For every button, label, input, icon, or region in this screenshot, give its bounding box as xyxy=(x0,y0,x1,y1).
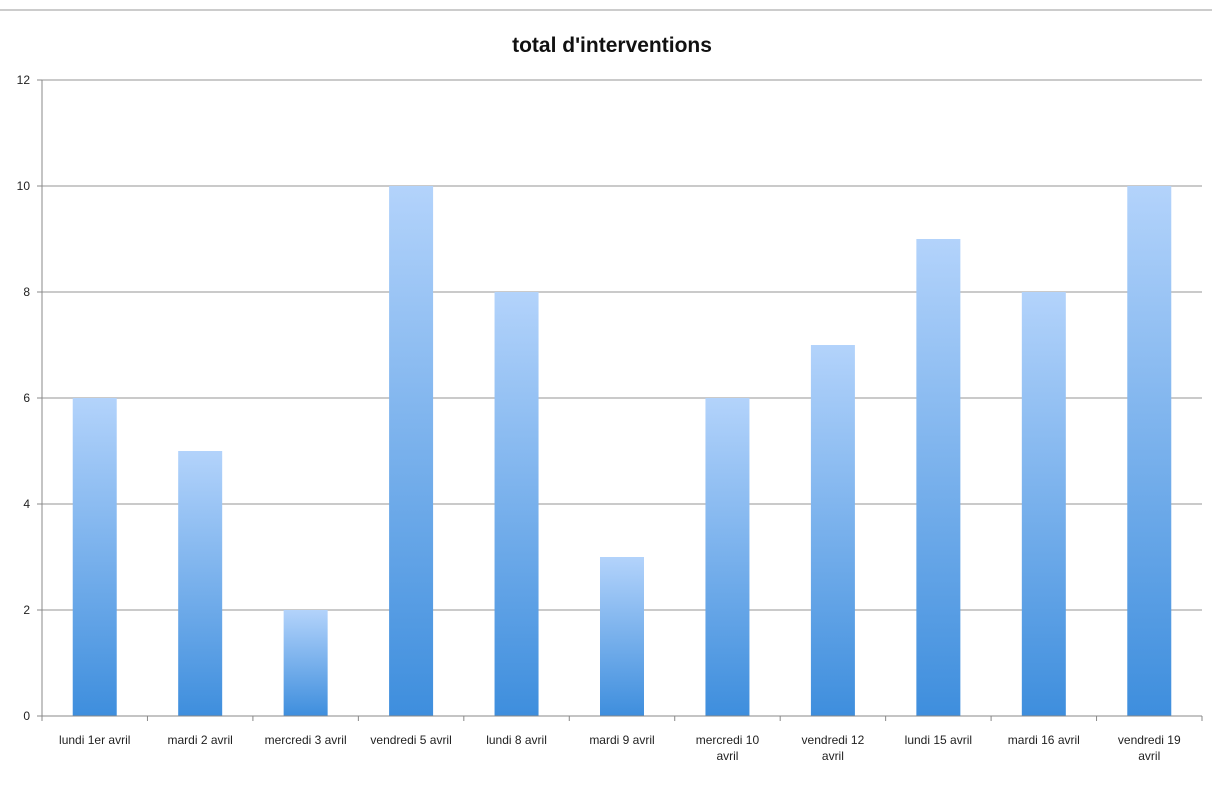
bar xyxy=(1127,186,1172,716)
x-tick-label: mardi 2 avril xyxy=(168,733,233,747)
chart-title: total d'interventions xyxy=(512,34,712,57)
x-tick-label: vendredi 5 avril xyxy=(370,733,451,747)
bar xyxy=(494,292,539,716)
x-category-labels: lundi 1er avril mardi 2 avril mercredi 3 a… xyxy=(59,733,1181,763)
x-tick-label: vendredi 12 avril xyxy=(802,733,865,763)
x-tick-label: mercredi 3 avril xyxy=(265,733,347,747)
bar xyxy=(178,451,223,716)
y-tick-label: 12 xyxy=(17,73,31,87)
x-tick-label: lundi 8 avril xyxy=(486,733,547,747)
bar xyxy=(810,345,855,716)
y-tick-label: 0 xyxy=(23,709,30,723)
bar xyxy=(705,398,750,716)
y-tick-label: 8 xyxy=(23,285,30,299)
y-tick-label: 2 xyxy=(23,603,30,617)
bar xyxy=(600,557,644,716)
x-tick-label: mardi 9 avril xyxy=(589,733,654,747)
bar xyxy=(1021,292,1066,716)
y-tick-label: 4 xyxy=(23,497,30,511)
x-tick-label: mercredi 10 avril xyxy=(696,733,760,763)
x-tick-label: lundi 1er avril xyxy=(59,733,130,747)
bars xyxy=(72,186,1172,716)
x-tick-label: mardi 16 avril xyxy=(1008,733,1080,747)
bar xyxy=(389,186,434,716)
axes xyxy=(37,79,1203,721)
x-tick-label: lundi 15 avril xyxy=(905,733,972,747)
y-tick-label: 6 xyxy=(23,391,30,405)
bar xyxy=(916,239,961,716)
bar xyxy=(283,610,328,716)
bar xyxy=(72,398,117,716)
y-tick-label: 10 xyxy=(17,179,31,193)
y-tick-labels: 0 2 4 6 8 10 12 xyxy=(17,73,31,723)
x-tick-label: vendredi 19 avril xyxy=(1118,733,1181,763)
gridlines xyxy=(42,79,1202,611)
